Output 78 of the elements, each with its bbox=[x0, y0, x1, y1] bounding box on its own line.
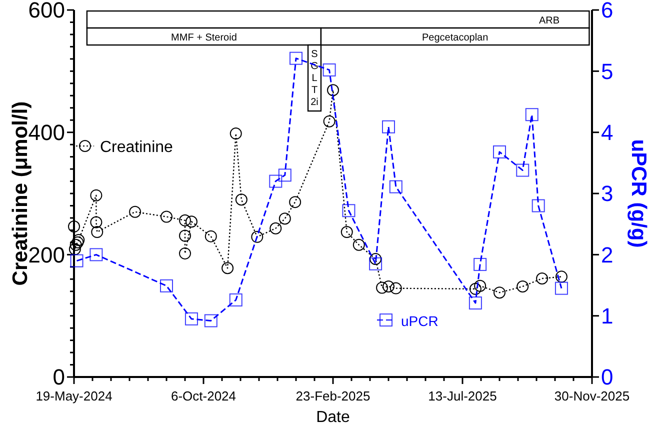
legend-label: Creatinine bbox=[100, 139, 174, 156]
point bbox=[91, 226, 104, 238]
y2-tick-label: 6 bbox=[601, 0, 614, 23]
band-label: Pegcetacoplan bbox=[422, 32, 488, 44]
point bbox=[327, 84, 339, 96]
point bbox=[179, 247, 191, 260]
y-tick-label: 600 bbox=[28, 0, 65, 23]
point bbox=[493, 145, 506, 158]
point bbox=[516, 164, 530, 177]
point bbox=[555, 270, 568, 283]
band-label: ARB bbox=[538, 16, 560, 26]
point bbox=[70, 238, 82, 251]
y2-tick-label: 1 bbox=[601, 304, 614, 329]
point bbox=[179, 214, 191, 226]
point bbox=[342, 204, 356, 218]
point bbox=[469, 282, 482, 295]
point bbox=[70, 254, 84, 268]
point bbox=[204, 230, 217, 242]
point bbox=[532, 199, 545, 212]
y2-axis-title: uPCR (g/g) bbox=[627, 139, 650, 248]
x-tick-label: 30-Nov-2025 bbox=[554, 388, 630, 404]
point bbox=[290, 52, 302, 65]
point bbox=[229, 293, 242, 306]
point bbox=[278, 212, 291, 225]
point bbox=[222, 262, 234, 274]
y2-tick-label: 2 bbox=[601, 242, 614, 268]
point bbox=[525, 108, 538, 122]
x-tick-label: 23-Feb-2025 bbox=[296, 388, 370, 404]
point bbox=[68, 220, 80, 233]
x-tick-label: 19-May-2024 bbox=[36, 388, 112, 404]
point bbox=[179, 230, 191, 242]
point bbox=[72, 236, 84, 248]
y2-tick-label: 3 bbox=[601, 181, 614, 206]
point bbox=[204, 314, 218, 328]
y-tick-label: 0 bbox=[52, 364, 65, 390]
point bbox=[68, 243, 81, 256]
point bbox=[468, 296, 482, 310]
point bbox=[235, 194, 248, 206]
point bbox=[185, 216, 198, 228]
point bbox=[389, 180, 402, 194]
point bbox=[269, 174, 282, 188]
point bbox=[352, 238, 365, 251]
point bbox=[370, 252, 382, 265]
point bbox=[323, 115, 336, 128]
point bbox=[322, 63, 336, 76]
point bbox=[382, 280, 394, 292]
point bbox=[72, 234, 85, 246]
point bbox=[230, 128, 242, 140]
point bbox=[369, 257, 382, 270]
point bbox=[516, 280, 529, 292]
y2-tick-label: 5 bbox=[601, 58, 614, 84]
point bbox=[494, 286, 506, 299]
x-axis-title: Date bbox=[316, 409, 350, 426]
point bbox=[376, 282, 388, 294]
point bbox=[474, 280, 486, 292]
point bbox=[390, 282, 402, 294]
point bbox=[160, 279, 173, 292]
point bbox=[554, 282, 568, 295]
point bbox=[536, 272, 548, 285]
point bbox=[340, 226, 353, 238]
point bbox=[90, 216, 102, 228]
x-tick-label: 6-Oct-2024 bbox=[170, 388, 236, 404]
band-label: MMF + Steroid bbox=[171, 32, 237, 44]
point bbox=[129, 206, 142, 218]
x-tick-label: 13-Jul-2025 bbox=[428, 388, 497, 404]
y2-tick-label: 4 bbox=[601, 120, 614, 146]
point bbox=[270, 222, 282, 234]
point bbox=[278, 168, 292, 182]
point bbox=[382, 120, 395, 134]
legend-label: uPCR bbox=[401, 313, 438, 329]
point bbox=[160, 210, 172, 223]
point bbox=[90, 248, 103, 262]
point bbox=[289, 196, 302, 208]
point bbox=[90, 189, 102, 202]
y2-tick-label: 0 bbox=[601, 364, 614, 390]
point bbox=[474, 258, 487, 271]
point bbox=[251, 230, 264, 243]
point bbox=[184, 312, 198, 326]
